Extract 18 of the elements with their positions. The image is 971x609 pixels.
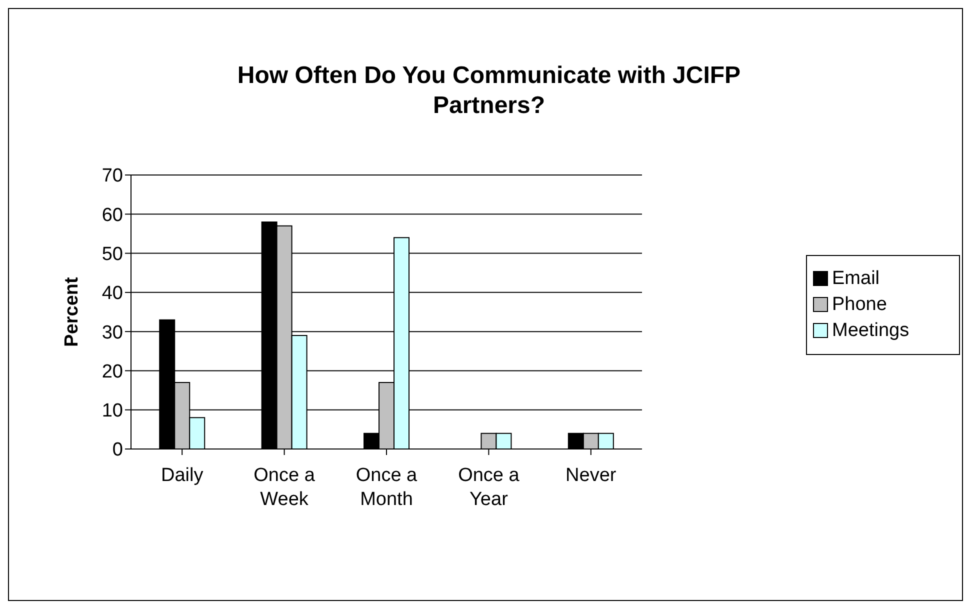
y-tick-label: 40	[102, 283, 123, 304]
y-tick-label: 10	[102, 400, 123, 422]
legend-label: Email	[832, 268, 880, 290]
x-tick-label: Daily	[160, 465, 204, 486]
x-tick-label: Once a Month	[356, 465, 418, 510]
legend-label: Phone	[832, 294, 887, 316]
y-axis-title: Percent	[62, 276, 83, 347]
y-tick-label: 70	[102, 166, 123, 187]
y-tick-label: 0	[112, 440, 123, 461]
y-tick-label: 20	[102, 361, 123, 382]
y-tick-label: 30	[102, 322, 123, 344]
y-tick-label: 50	[102, 244, 123, 266]
x-tick-label: Once a Week	[254, 465, 316, 510]
legend-label: Meetings	[832, 320, 910, 342]
x-tick-label: Never	[566, 465, 617, 486]
y-tick-label: 60	[102, 204, 123, 226]
chart-title: How Often Do You Communicate with JCIFP Partners?	[236, 61, 742, 121]
x-tick-label: Once a Year	[458, 465, 520, 510]
